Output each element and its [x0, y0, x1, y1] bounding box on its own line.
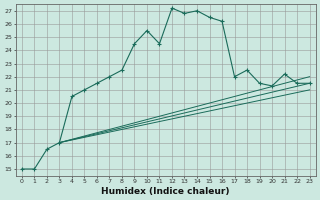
X-axis label: Humidex (Indice chaleur): Humidex (Indice chaleur) — [101, 187, 230, 196]
